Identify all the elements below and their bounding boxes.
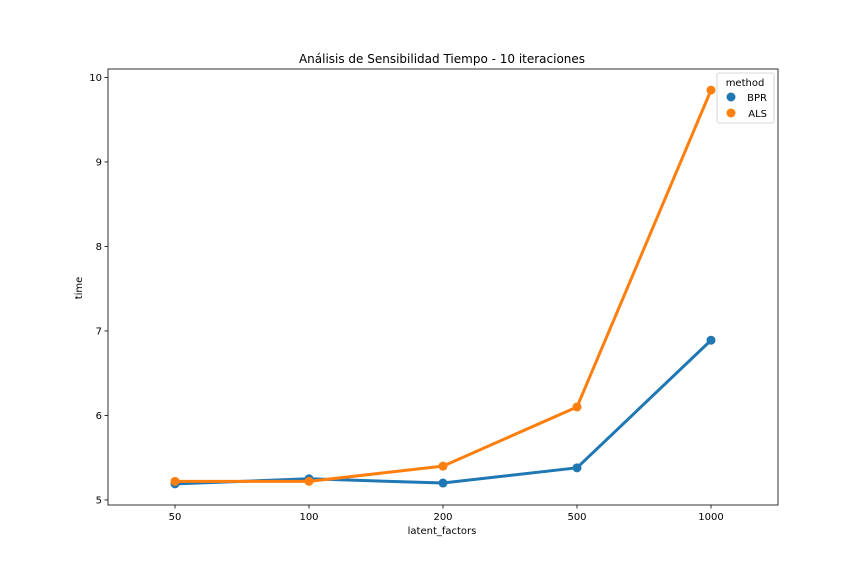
y-tick-label: 6 (96, 411, 102, 422)
legend-label-bpr: BPR (747, 93, 767, 104)
legend-marker-bpr (726, 92, 736, 102)
data-point-als (706, 85, 716, 95)
y-tick-label: 7 (96, 326, 102, 337)
y-tick-label: 8 (96, 242, 102, 253)
x-tick-label: 500 (567, 512, 586, 523)
data-point-als (304, 476, 314, 486)
x-tick-label: 50 (169, 512, 182, 523)
data-point-bpr (706, 335, 716, 345)
series-als (170, 85, 716, 486)
x-tick-label: 100 (299, 512, 318, 523)
legend-label-als: ALS (748, 109, 767, 120)
x-axis-label: latent_factors (408, 526, 477, 537)
data-point-als (438, 461, 448, 471)
legend: method BPR ALS (716, 72, 775, 124)
series-layer (170, 85, 716, 489)
chart-title: Análisis de Sensibilidad Tiempo - 10 ite… (299, 52, 585, 66)
legend-marker-als (726, 108, 736, 118)
x-tick-label: 1000 (698, 512, 723, 523)
y-axis: 5 6 7 8 9 10 (89, 73, 108, 506)
data-point-als (572, 402, 582, 412)
data-point-als (170, 476, 180, 486)
x-tick-label: 200 (433, 512, 452, 523)
data-point-bpr (438, 478, 448, 488)
y-tick-label: 10 (89, 73, 102, 84)
y-tick-label: 9 (96, 157, 102, 168)
y-axis-label: time (74, 277, 85, 300)
x-axis: 50 100 200 500 1000 (169, 505, 724, 523)
legend-title: method (726, 78, 765, 89)
y-tick-label: 5 (96, 495, 102, 506)
data-point-bpr (572, 463, 582, 473)
